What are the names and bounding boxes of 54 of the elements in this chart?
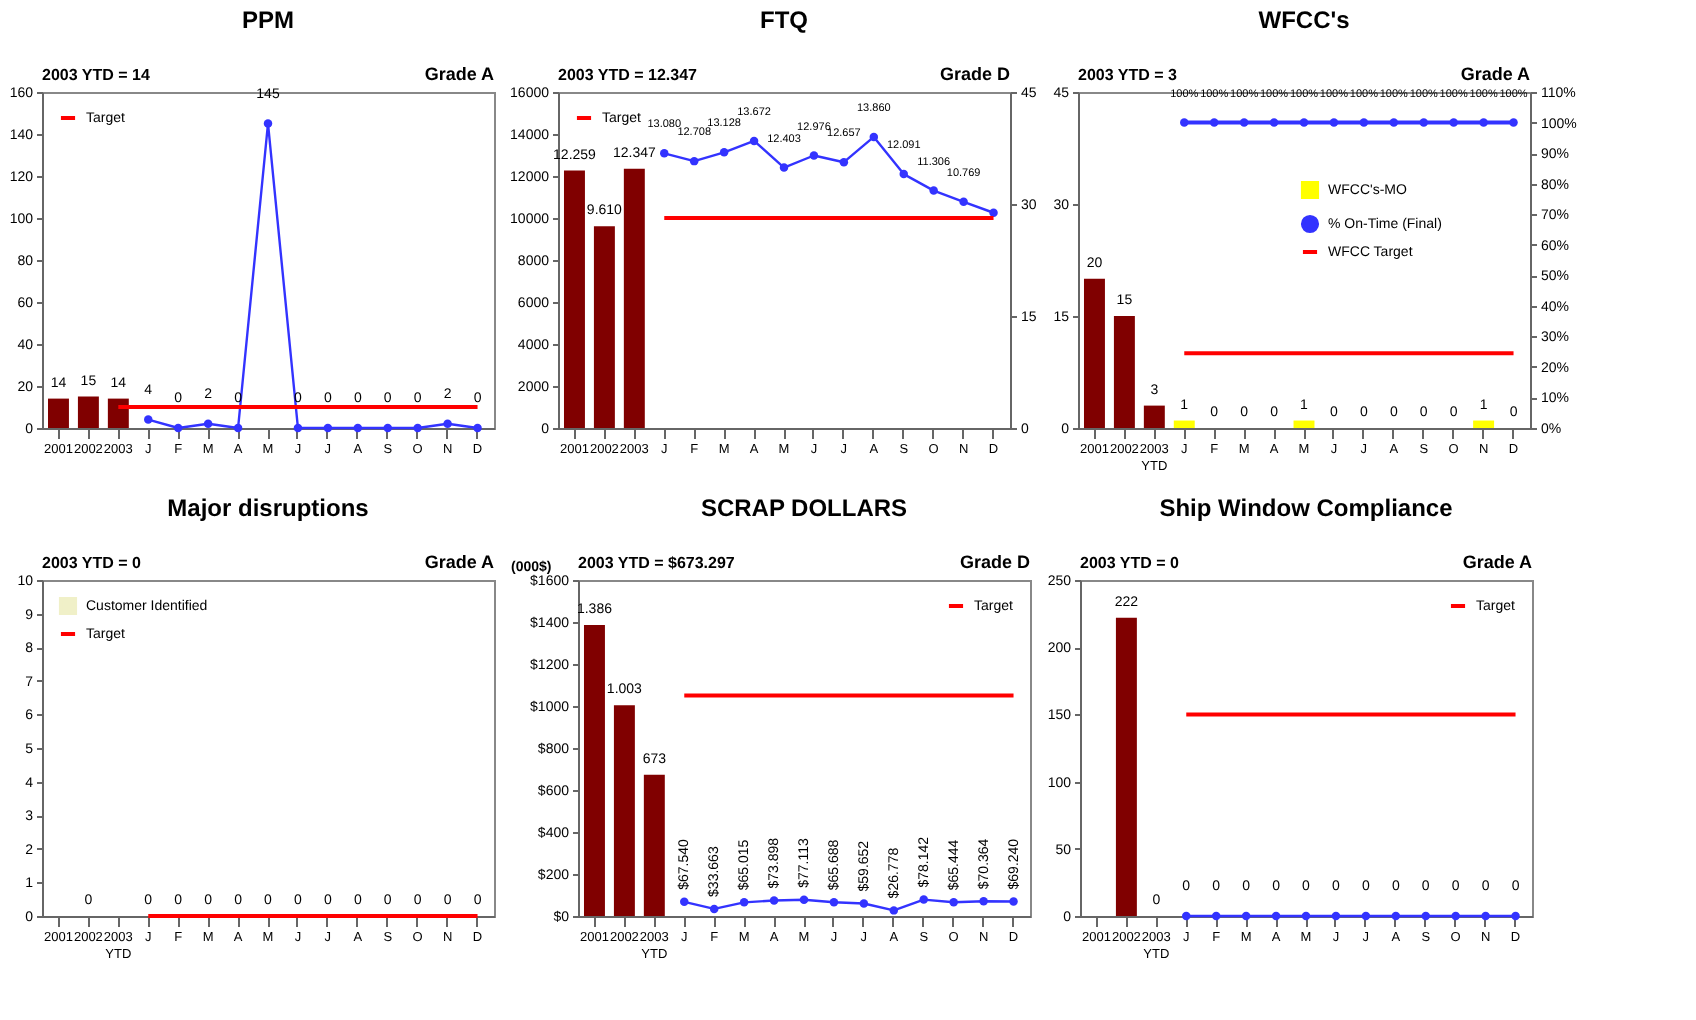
text: 2003 YTD = 0 bbox=[1080, 554, 1180, 572]
text: Grade A bbox=[424, 552, 495, 572]
point bbox=[173, 423, 183, 433]
chart-title: SCRAP DOLLARS bbox=[700, 494, 908, 522]
point bbox=[660, 149, 669, 158]
point bbox=[959, 197, 968, 207]
bar bbox=[623, 168, 645, 428]
point bbox=[263, 119, 273, 128]
point bbox=[233, 423, 243, 433]
text: 2003 YTD = $673.297 bbox=[578, 554, 736, 572]
point bbox=[473, 423, 482, 433]
bar bbox=[1113, 316, 1135, 428]
point bbox=[293, 423, 303, 433]
text: 2003 YTD = 0 bbox=[42, 554, 142, 572]
bar bbox=[583, 624, 605, 916]
point bbox=[203, 419, 213, 429]
bar bbox=[593, 226, 615, 428]
point bbox=[929, 186, 938, 195]
point bbox=[689, 156, 699, 166]
point bbox=[443, 419, 452, 429]
point bbox=[869, 132, 879, 142]
bar bbox=[1173, 420, 1195, 428]
bar bbox=[1083, 278, 1105, 428]
text: Grade D bbox=[959, 552, 1031, 572]
text: 2003 YTD = 14 bbox=[42, 66, 151, 84]
bar bbox=[643, 774, 665, 916]
point bbox=[323, 423, 333, 433]
point bbox=[749, 136, 759, 146]
point bbox=[383, 423, 392, 433]
point bbox=[989, 208, 998, 217]
text: 2003 YTD = 3 bbox=[1078, 66, 1178, 84]
point bbox=[353, 423, 363, 433]
chart-title: Ship Window Compliance bbox=[1159, 494, 1454, 522]
point bbox=[144, 415, 153, 424]
point bbox=[413, 423, 422, 433]
bar bbox=[1293, 420, 1315, 428]
text: Grade A bbox=[424, 64, 495, 84]
chart-title: PPM bbox=[241, 6, 295, 34]
bar bbox=[563, 170, 585, 428]
bar bbox=[1143, 405, 1165, 428]
text: Grade A bbox=[1462, 552, 1533, 572]
chart-title: FTQ bbox=[760, 6, 808, 34]
bar bbox=[1473, 420, 1495, 428]
point bbox=[809, 151, 819, 160]
point bbox=[779, 163, 789, 172]
chart-title: Major disruptions bbox=[167, 494, 370, 522]
text: Grade D bbox=[939, 64, 1011, 84]
point bbox=[839, 157, 849, 167]
point bbox=[899, 169, 908, 179]
text: Grade A bbox=[1460, 64, 1531, 84]
bar bbox=[613, 705, 635, 916]
text: 2003 YTD = 12.347 bbox=[558, 66, 699, 84]
point bbox=[719, 148, 729, 157]
chart-title: WFCC's bbox=[1258, 6, 1351, 34]
